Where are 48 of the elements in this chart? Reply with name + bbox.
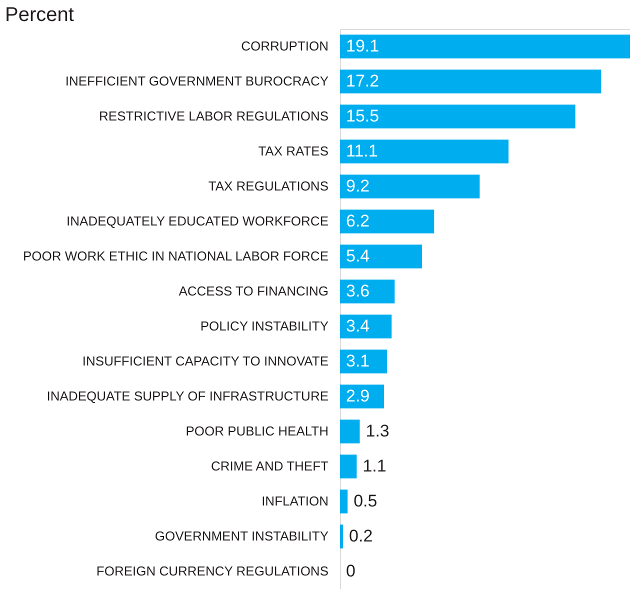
data-label: 1.1 [362, 456, 386, 476]
y-tick-label: TAX REGULATIONS [208, 178, 329, 194]
bar [340, 280, 395, 304]
data-label: 0 [346, 562, 356, 580]
y-tick-label: ACCESS TO FINANCING [178, 284, 328, 298]
data-label: 3.4 [346, 316, 370, 336]
y-tick-label: POOR WORK ETHIC IN NATIONAL LABOR FORCE [22, 248, 329, 264]
data-label: 17.2 [346, 72, 380, 90]
bar [340, 34, 630, 58]
y-tick-label: INEFFICIENT GOVERNMENT BUROCRACY [65, 74, 329, 88]
data-label: 19.1 [346, 36, 380, 56]
bar [340, 524, 344, 548]
bar [340, 140, 509, 164]
data-label: 0.2 [349, 526, 373, 546]
bar [340, 244, 422, 268]
y-tick-label: INSUFFICIENT CAPACITY TO INNOVATE [82, 354, 329, 368]
y-tick-label: INADEQUATE SUPPLY OF INFRASTRUCTURE [46, 388, 329, 404]
bar [340, 384, 384, 408]
bar [340, 490, 348, 514]
y-tick-label: INADEQUATELY EDUCATED WORKFORCE [66, 214, 329, 228]
data-label: 6.2 [346, 212, 370, 230]
y-tick-label: FOREIGN CURRENCY REGULATIONS [96, 564, 329, 578]
data-label: 9.2 [346, 176, 370, 196]
data-label: 0.5 [354, 492, 378, 510]
data-label: 2.9 [346, 386, 370, 406]
bar [340, 454, 357, 478]
y-tick-label: INFLATION [262, 494, 328, 508]
bar [340, 420, 360, 444]
bar [340, 70, 602, 94]
y-tick-label: POOR PUBLIC HEALTH [186, 424, 328, 438]
y-tick-label: CORRUPTION [241, 38, 328, 54]
data-label: 11.1 [346, 142, 378, 160]
data-label: 15.5 [346, 106, 380, 126]
data-label: 5.4 [346, 246, 370, 266]
data-label: 1.3 [366, 422, 390, 440]
bar [340, 174, 480, 198]
text: Percent [5, 4, 74, 26]
bar [340, 104, 576, 128]
bar [340, 210, 434, 234]
data-label: 3.6 [346, 282, 370, 300]
y-tick-label: POLICY INSTABILITY [200, 318, 329, 334]
data-label: 3.1 [346, 352, 370, 370]
bar [340, 314, 392, 338]
y-tick-label: TAX RATES [258, 144, 329, 158]
y-tick-label: GOVERNMENT INSTABILITY [154, 528, 329, 544]
y-tick-label: RESTRICTIVE LABOR REGULATIONS [99, 108, 329, 124]
y-tick-label: CRIME AND THEFT [211, 458, 329, 474]
bar [340, 350, 388, 374]
